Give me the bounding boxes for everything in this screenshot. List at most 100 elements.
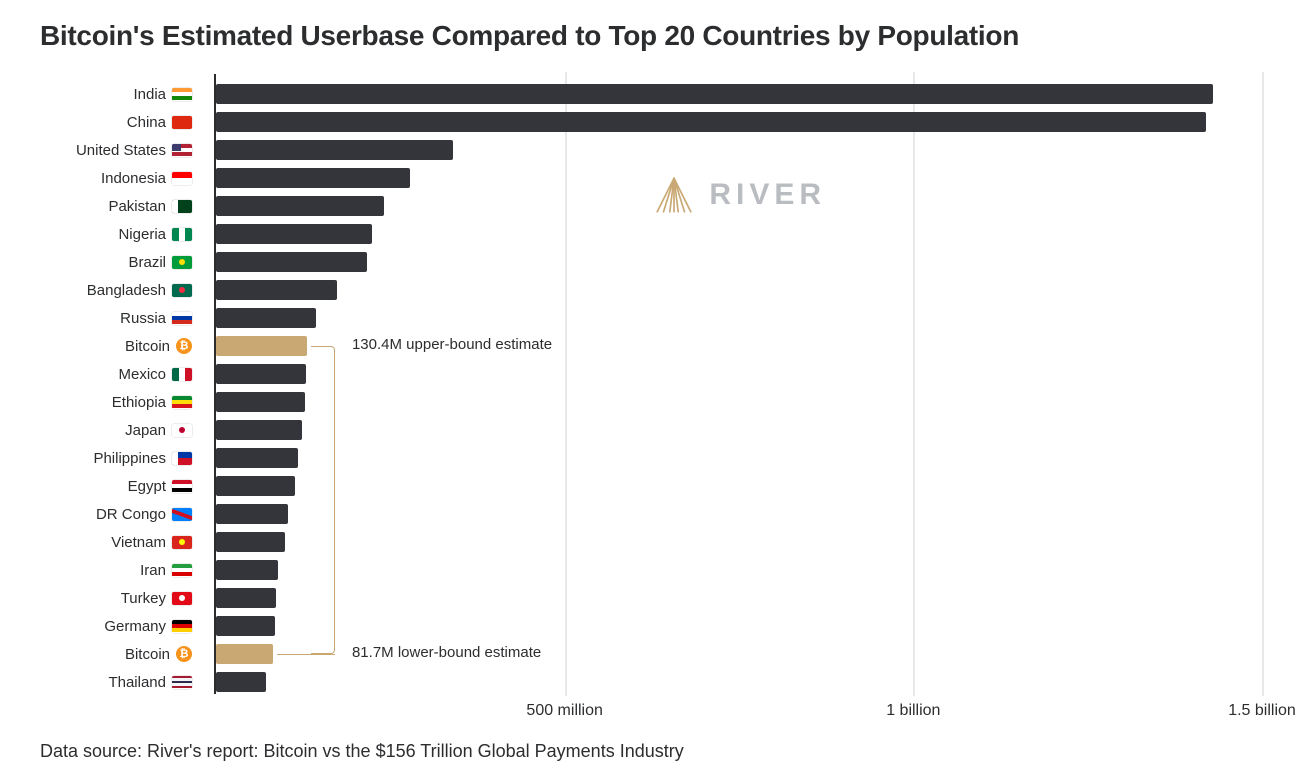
bar-label: Mexico [40, 366, 192, 383]
flag-icon [172, 312, 192, 325]
bar-row: Bitcoin₿ [40, 640, 1260, 668]
bar-label: Russia [40, 310, 192, 327]
bar-label: DR Congo [40, 506, 192, 523]
bar-label: United States [40, 142, 192, 159]
bar [216, 476, 295, 496]
bar [216, 308, 316, 328]
flag-icon [172, 424, 192, 437]
x-axis-tick-label: 1.5 billion [1228, 702, 1296, 720]
bar-row: Bitcoin ₿ [40, 332, 1260, 360]
bar-label: Philippines [40, 450, 192, 467]
watermark: RIVER [653, 174, 826, 216]
bar [216, 84, 1213, 104]
flag-icon [172, 284, 192, 297]
bar-label: Egypt [40, 478, 192, 495]
bar-label: Turkey [40, 590, 192, 607]
bar [216, 616, 275, 636]
bar [216, 420, 302, 440]
flag-icon [172, 116, 192, 129]
bar-label: Bitcoin ₿ [40, 338, 192, 355]
bar [216, 672, 266, 692]
annotation-bracket-arm [277, 654, 335, 655]
bar-row: Germany [40, 612, 1260, 640]
annotation-bracket [311, 346, 335, 654]
bar-row: Turkey [40, 584, 1260, 612]
bar-label: Ethiopia [40, 394, 192, 411]
bar-row: Indonesia [40, 164, 1260, 192]
bar-label-text: Bitcoin [125, 646, 170, 663]
flag-icon [172, 88, 192, 101]
x-axis-tick-label: 1 billion [886, 702, 940, 720]
bar-label: Brazil [40, 254, 192, 271]
bar-label-text: Indonesia [101, 170, 166, 187]
flag-icon [172, 144, 192, 157]
flag-icon [172, 396, 192, 409]
bar [216, 280, 337, 300]
bar-label: Indonesia [40, 170, 192, 187]
bar [216, 392, 305, 412]
flag-icon [172, 676, 192, 689]
bitcoin-icon: ₿ [176, 338, 192, 354]
chart-title: Bitcoin's Estimated Userbase Compared to… [40, 20, 1019, 52]
bar-label-text: Ethiopia [112, 394, 166, 411]
bar-label-text: Bangladesh [87, 282, 166, 299]
bar [216, 504, 288, 524]
bar-row: Egypt [40, 472, 1260, 500]
flag-icon [172, 172, 192, 185]
bar-rows: India China United States Indonesia Pakistan… [40, 80, 1260, 696]
flag-icon [172, 480, 192, 493]
flag-icon [172, 200, 192, 213]
flag-icon [172, 564, 192, 577]
bar [216, 448, 298, 468]
bar-highlight [216, 644, 273, 664]
bar-label: Thailand [40, 674, 192, 691]
bar [216, 224, 372, 244]
bar-label: Iran [40, 562, 192, 579]
bar-label-text: Philippines [93, 450, 166, 467]
bar-row: Pakistan [40, 192, 1260, 220]
gridline [1262, 72, 1264, 696]
bar-label-text: Mexico [118, 366, 166, 383]
bar [216, 196, 384, 216]
bar-label: Germany [40, 618, 192, 635]
bar-label: Nigeria [40, 226, 192, 243]
bar-row: Bangladesh [40, 276, 1260, 304]
bar-label: Japan [40, 422, 192, 439]
flag-icon [172, 256, 192, 269]
bar-label-text: Germany [104, 618, 166, 635]
bar [216, 532, 285, 552]
river-logo-icon [653, 174, 695, 216]
bar-label: Bitcoin₿ [40, 646, 192, 663]
flag-icon [172, 536, 192, 549]
annotation-lower-bound: 81.7M lower-bound estimate [352, 644, 541, 661]
bar [216, 560, 278, 580]
bar-label-text: Russia [120, 310, 166, 327]
bar-label-text: Pakistan [108, 198, 166, 215]
bar-row: United States [40, 136, 1260, 164]
bar-row: India [40, 80, 1260, 108]
bar-label-text: United States [76, 142, 166, 159]
x-axis-tick-label: 500 million [526, 702, 602, 720]
bar-label-text: Brazil [128, 254, 166, 271]
flag-icon [172, 228, 192, 241]
flag-icon [172, 368, 192, 381]
bar-label-text: Japan [125, 422, 166, 439]
bar-row: Philippines [40, 444, 1260, 472]
flag-icon [172, 508, 192, 521]
bar-row: Vietnam [40, 528, 1260, 556]
bar-label-text: Nigeria [118, 226, 166, 243]
bar [216, 364, 306, 384]
bar-row: Ethiopia [40, 388, 1260, 416]
bar-highlight [216, 336, 307, 356]
watermark-text: RIVER [709, 178, 826, 212]
bar-label-text: Bitcoin [125, 338, 170, 355]
bar-label: Vietnam [40, 534, 192, 551]
bar-row: Mexico [40, 360, 1260, 388]
annotation-upper-bound: 130.4M upper-bound estimate [352, 336, 552, 353]
bar [216, 588, 276, 608]
flag-icon [172, 620, 192, 633]
bar-label-text: China [127, 114, 166, 131]
chart: 500 million1 billion1.5 billion IndiaChi… [40, 74, 1260, 714]
bar-label-text: Iran [140, 562, 166, 579]
bar-row: Japan [40, 416, 1260, 444]
